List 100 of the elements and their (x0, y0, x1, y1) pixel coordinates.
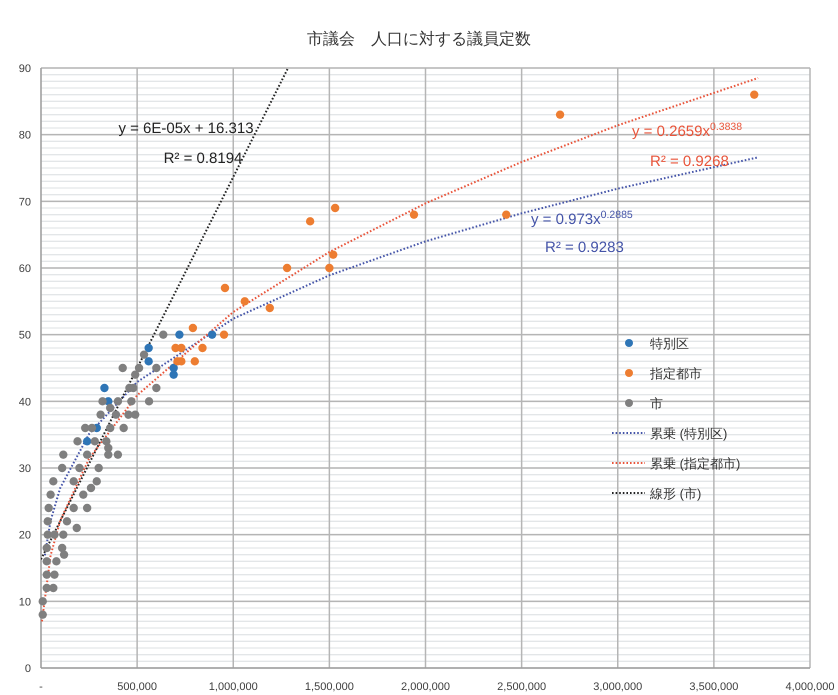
point (82, 504, 92, 512)
point (198, 344, 207, 352)
point (124, 410, 133, 419)
point (44, 530, 52, 539)
point (112, 410, 120, 419)
x-tick-label: - (39, 681, 44, 693)
legend-label: 指定都市 (649, 366, 702, 381)
point (106, 404, 114, 412)
point (114, 397, 122, 406)
annotation: R² = 0.9268 (650, 153, 729, 170)
annotation: R² = 0.9283 (545, 239, 624, 256)
point (42, 544, 51, 552)
point (144, 357, 153, 366)
point (104, 450, 112, 459)
point (140, 350, 148, 359)
point (306, 217, 314, 226)
point (46, 490, 55, 499)
point (92, 477, 101, 486)
point (72, 524, 81, 532)
point (266, 304, 274, 312)
annotation: y = 0.2659x$^{0.3838}$ (632, 121, 742, 140)
point (86, 484, 96, 492)
point (44, 504, 53, 512)
legend-label: 市 (650, 396, 663, 411)
legend-label: 特別区 (650, 336, 689, 351)
y-tick-label: 60 (18, 263, 31, 275)
y-tick-label: 50 (18, 330, 31, 342)
x-tick-label: 1,500,000 (304, 681, 354, 693)
point (49, 477, 58, 486)
annotation: y = 6E-05x + 16.313 (118, 120, 254, 137)
point (144, 397, 154, 406)
point (75, 464, 84, 472)
point (81, 424, 90, 432)
point (131, 370, 140, 379)
point (282, 264, 292, 272)
point (220, 330, 228, 339)
point (152, 384, 161, 392)
y-tick-label: 80 (18, 130, 31, 142)
point (220, 284, 230, 292)
point (73, 437, 82, 446)
point (58, 544, 66, 552)
annotation: y = 0.973x$^{0.2885}$ (531, 209, 633, 228)
point (188, 324, 198, 332)
point (240, 297, 249, 306)
point (119, 424, 128, 432)
y-tick-label: 40 (18, 396, 31, 408)
x-tick-label: 3,500,000 (689, 681, 738, 693)
point (175, 330, 184, 339)
point (98, 397, 107, 406)
point (58, 464, 66, 472)
point (69, 477, 78, 486)
y-tick-label: 30 (18, 463, 31, 475)
point (52, 557, 61, 566)
point (49, 584, 58, 592)
point (82, 437, 92, 446)
point (94, 464, 103, 472)
point (330, 204, 340, 212)
point (114, 450, 122, 459)
point (44, 517, 52, 526)
point (410, 210, 418, 219)
point (60, 550, 68, 559)
point (102, 437, 111, 446)
point (127, 397, 136, 406)
point (62, 517, 72, 526)
point (69, 504, 78, 512)
point (329, 250, 338, 259)
point (159, 330, 168, 339)
y-tick-label: 70 (18, 196, 31, 208)
y-tick-label: 0 (24, 663, 31, 675)
point (169, 370, 178, 379)
point (50, 570, 59, 579)
point (59, 450, 68, 459)
x-tick-label: 3,000,000 (593, 681, 642, 693)
legend-label: 累乗 (特別区) (650, 426, 728, 441)
point (100, 384, 109, 392)
point (190, 357, 199, 366)
y-tick-label: 90 (18, 63, 31, 75)
point (502, 210, 510, 219)
point (118, 364, 127, 372)
point (325, 264, 334, 272)
x-tick-label: 4,000,000 (786, 681, 834, 693)
point (38, 610, 47, 619)
chart-title: 市議会 人口に対する議員定数 (307, 30, 531, 48)
point (50, 530, 59, 539)
point (152, 364, 161, 372)
point (96, 410, 105, 419)
point (38, 597, 47, 606)
point (42, 570, 51, 579)
annotation: R² = 0.8194 (164, 150, 242, 167)
point (59, 530, 68, 539)
legend-label: 累乗 (指定都市) (650, 456, 740, 471)
x-tick-label: 2,000,000 (401, 681, 450, 693)
y-tick-label: 20 (18, 530, 31, 542)
legend-label: 線形 (市) (649, 486, 702, 501)
point (82, 450, 92, 459)
y-tick-label: 10 (18, 596, 31, 608)
point (208, 330, 216, 339)
point (556, 110, 564, 119)
x-tick-label: 2,500,000 (497, 681, 546, 693)
point (79, 490, 88, 499)
